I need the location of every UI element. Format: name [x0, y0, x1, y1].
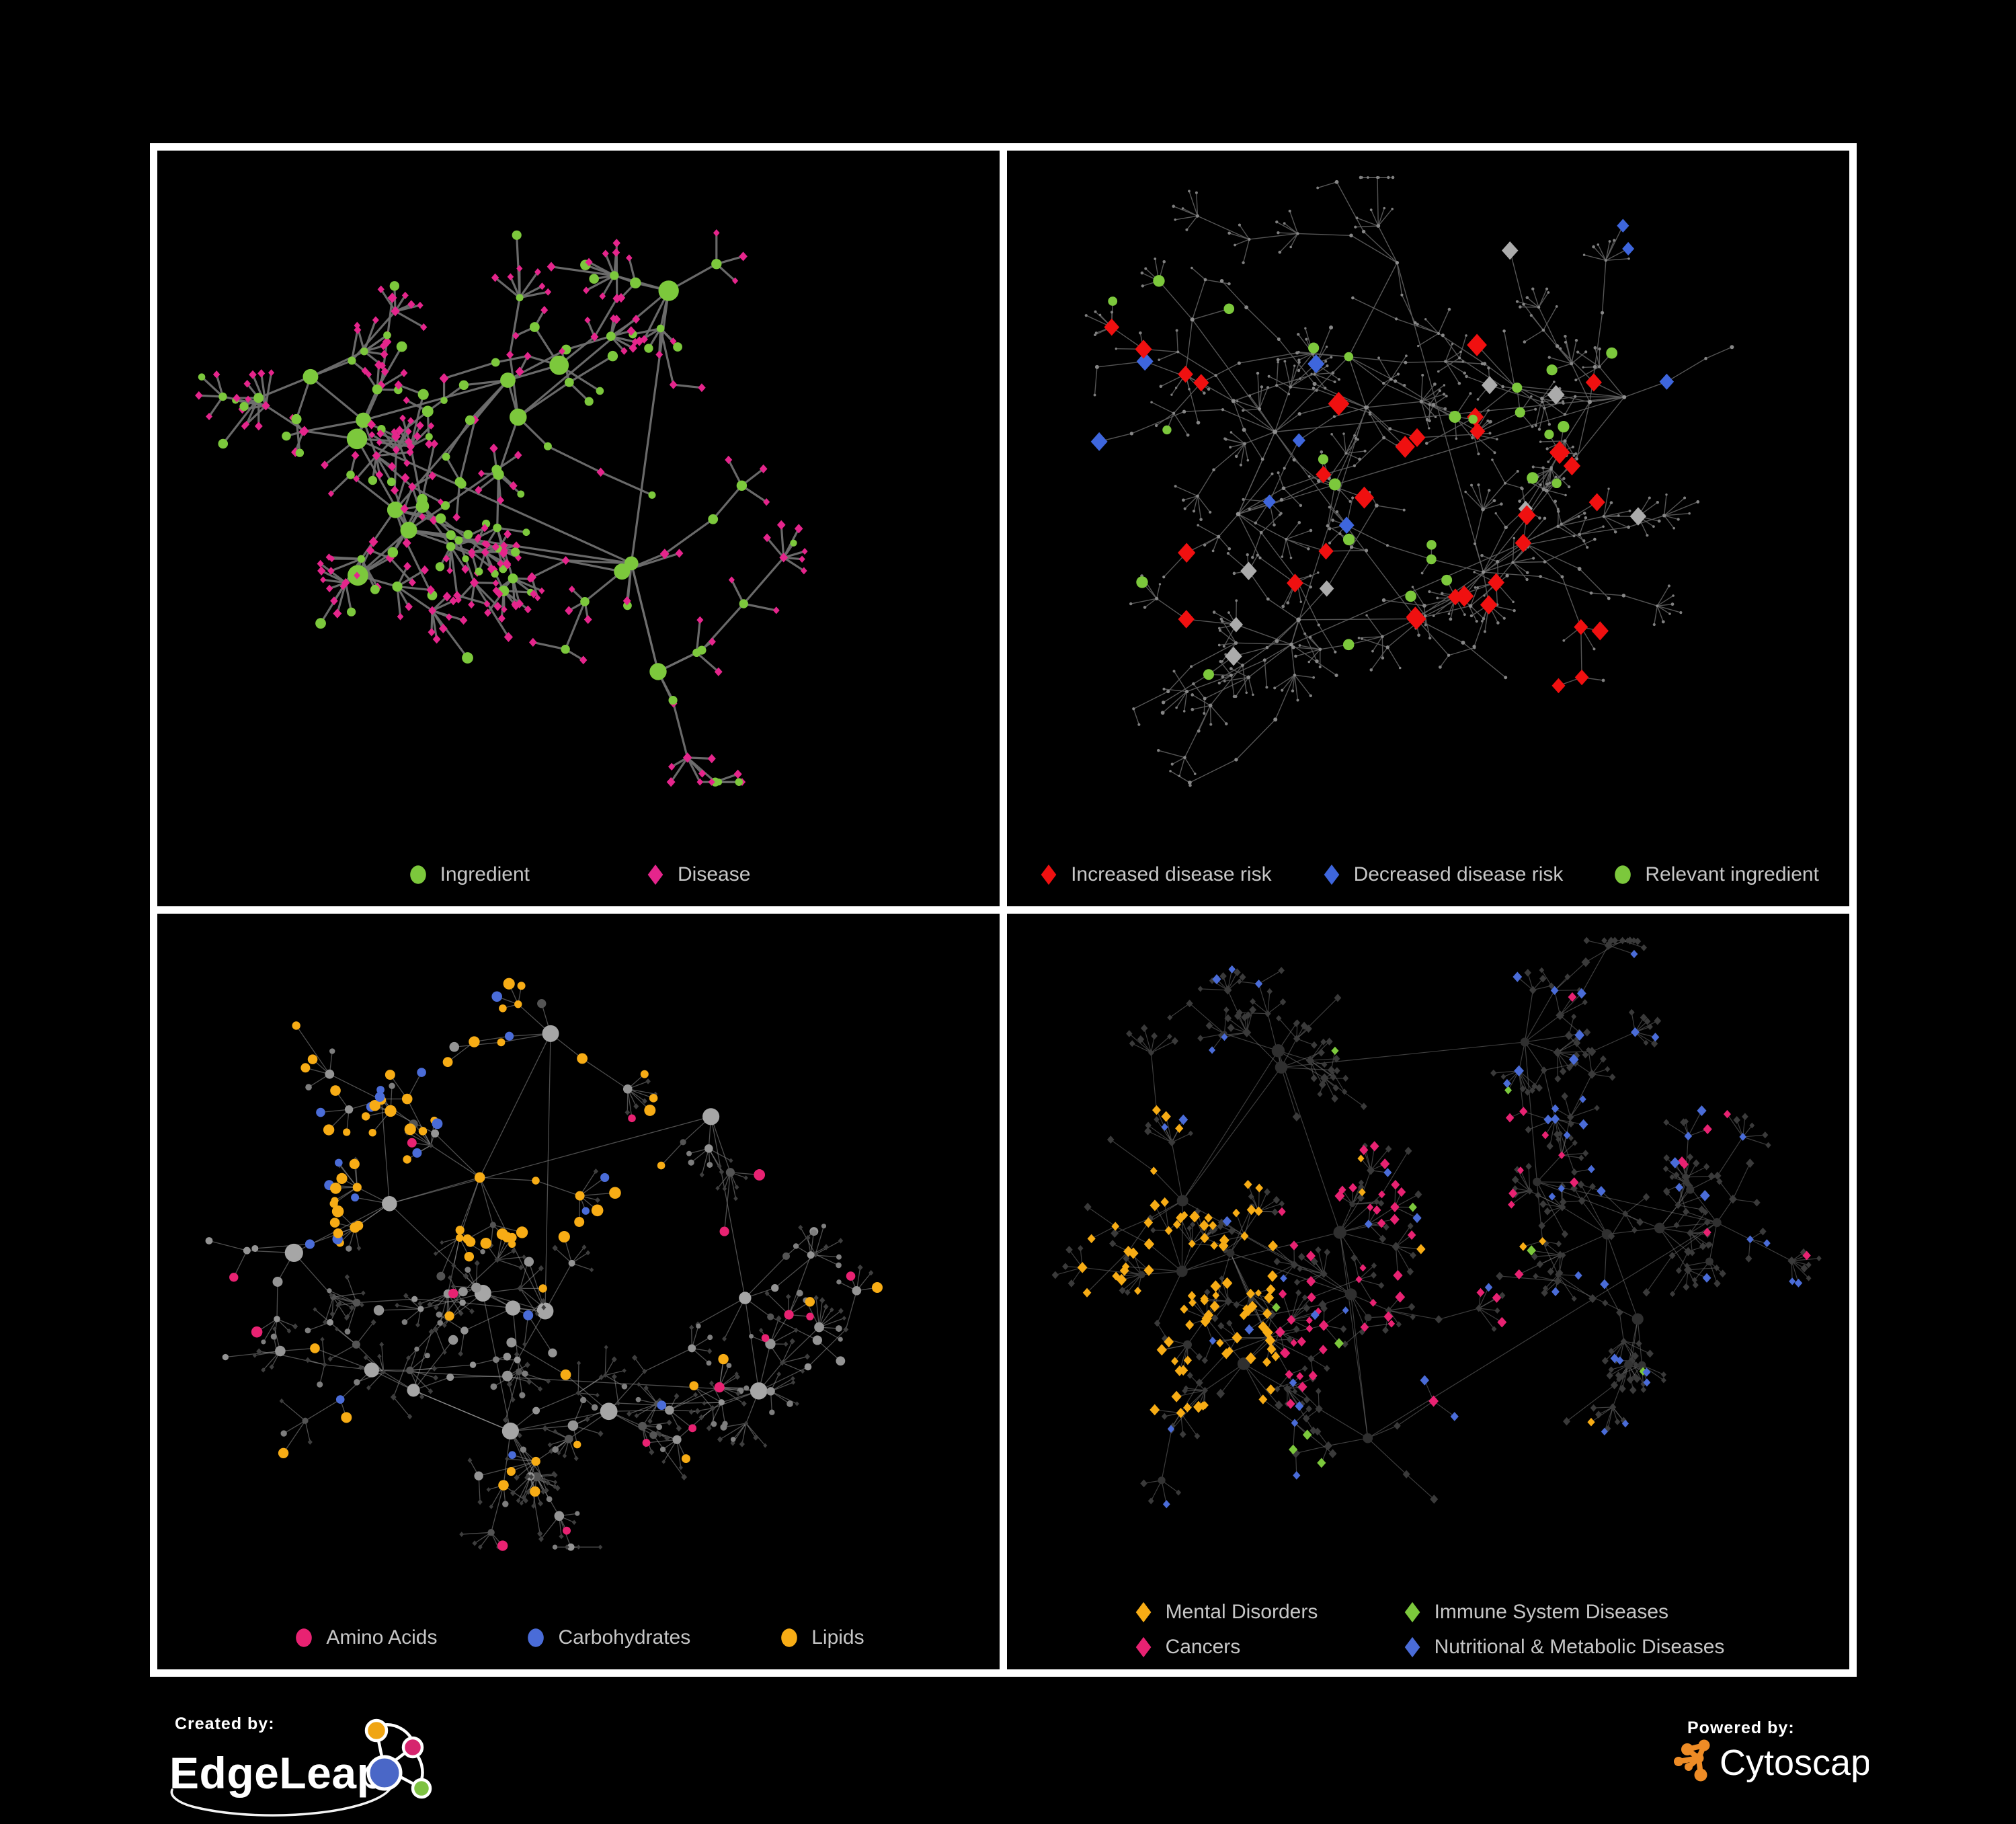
network-graph-nutrient-classes — [157, 914, 1000, 1669]
network-graph-disease-risk — [1007, 151, 1849, 906]
cytoscape-graph-icon — [1674, 1740, 1710, 1782]
edgeleap-wordmark: EdgeLeap — [169, 1748, 384, 1798]
legend-item-carbohydrates: Carbohydrates — [524, 1626, 690, 1649]
legend-item-nutritional-metabolic-diseases: Nutritional & Metabolic Diseases — [1401, 1636, 1725, 1659]
legend-label: Disease — [678, 863, 750, 886]
panel-ingredient-disease: Ingredient Disease — [157, 151, 1000, 906]
cancers-diamond-icon — [1132, 1636, 1155, 1659]
relevant-ingredient-circle-icon — [1611, 863, 1634, 886]
edgeleap-branding: Created by: EdgeLeap — [160, 1706, 476, 1824]
disease-diamond-icon — [644, 863, 667, 886]
legend-label: Carbohydrates — [558, 1626, 690, 1649]
legend-label: Ingredient — [440, 863, 530, 886]
increased-risk-diamond-icon — [1037, 863, 1060, 886]
legend-label: Relevant ingredient — [1645, 863, 1819, 886]
legend-item-amino-acids: Amino Acids — [292, 1626, 437, 1649]
legend-item-relevant-ingredient: Relevant ingredient — [1611, 863, 1819, 886]
network-graph-disease-classes — [1007, 914, 1849, 1669]
legend-label: Increased disease risk — [1071, 863, 1271, 886]
legend-label: Cancers — [1166, 1636, 1241, 1659]
cytoscape-branding: Powered by: Cytoscape — [1667, 1713, 1869, 1817]
legend-label: Mental Disorders — [1166, 1601, 1318, 1624]
cytoscape-logo: Powered by: Cytoscape — [1667, 1713, 1869, 1814]
decreased-risk-diamond-icon — [1320, 863, 1343, 886]
legend-label: Amino Acids — [326, 1626, 437, 1649]
panel-nutrient-classes: Amino Acids Carbohydrates Lipids — [157, 914, 1000, 1669]
created-by-label: Created by: — [175, 1714, 275, 1733]
legend-disease-classes: Mental Disorders Immune System Diseases … — [1132, 1601, 1725, 1659]
legend-label: Nutritional & Metabolic Diseases — [1435, 1636, 1725, 1659]
immune-diseases-diamond-icon — [1401, 1601, 1424, 1624]
network-graph-ingredient-disease — [157, 151, 1000, 906]
panels-grid: Ingredient Disease Increased disease ris… — [150, 143, 1857, 1677]
legend-item-immune-system-diseases: Immune System Diseases — [1401, 1601, 1725, 1624]
legend-item-ingredient: Ingredient — [407, 863, 530, 886]
amino-acids-circle-icon — [292, 1626, 315, 1649]
ingredient-circle-icon — [407, 863, 430, 886]
legend-label: Decreased disease risk — [1354, 863, 1564, 886]
lipids-circle-icon — [778, 1626, 801, 1649]
nutritional-metabolic-diamond-icon — [1401, 1636, 1424, 1659]
legend-nutrient-classes: Amino Acids Carbohydrates Lipids — [157, 1626, 1000, 1649]
powered-by-label: Powered by: — [1687, 1718, 1795, 1737]
legend-item-disease: Disease — [644, 863, 750, 886]
legend-item-cancers: Cancers — [1132, 1636, 1354, 1659]
legend-label: Immune System Diseases — [1435, 1601, 1668, 1624]
panel-disease-risk: Increased disease risk Decreased disease… — [1007, 151, 1849, 906]
edgeleap-logo: Created by: EdgeLeap — [160, 1706, 476, 1821]
legend-item-increased-risk: Increased disease risk — [1037, 863, 1271, 886]
legend-item-mental-disorders: Mental Disorders — [1132, 1601, 1354, 1624]
mental-disorders-diamond-icon — [1132, 1601, 1155, 1624]
legend-item-lipids: Lipids — [778, 1626, 864, 1649]
panel-disease-classes: Mental Disorders Immune System Diseases … — [1007, 914, 1849, 1669]
legend-label: Lipids — [811, 1626, 864, 1649]
legend-item-decreased-risk: Decreased disease risk — [1320, 863, 1564, 886]
legend-disease-risk: Increased disease risk Decreased disease… — [1007, 863, 1849, 886]
carbohydrates-circle-icon — [524, 1626, 547, 1649]
cytoscape-wordmark: Cytoscape — [1720, 1743, 1869, 1783]
legend-ingredient-disease: Ingredient Disease — [157, 863, 1000, 886]
